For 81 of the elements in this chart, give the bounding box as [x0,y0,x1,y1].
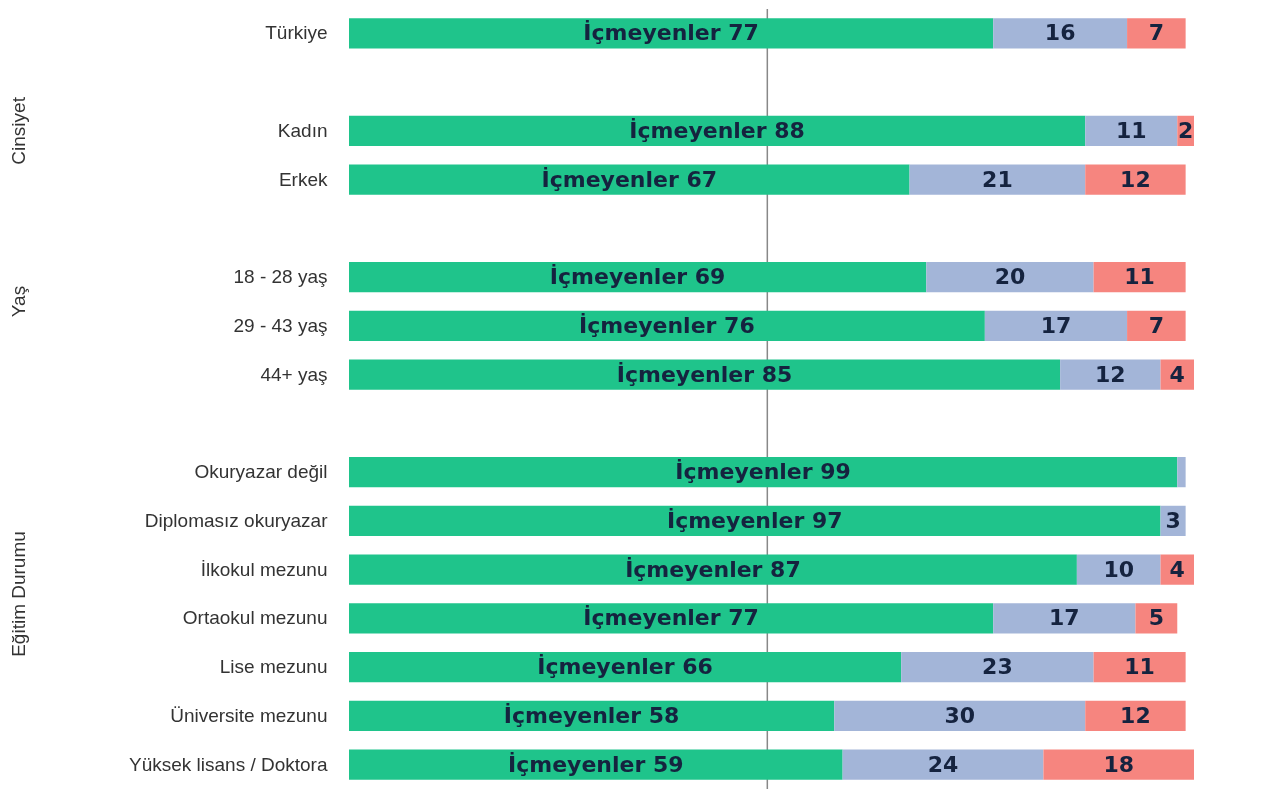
y-tick-label: Diplomasız okuryazar [144,509,329,531]
data-label: 21 [982,166,1013,192]
bar [1093,262,1186,293]
bar [1127,310,1186,341]
bar [349,164,910,195]
data-label: 7 [1148,312,1165,338]
bar [1085,115,1178,146]
data-label: 7 [1148,20,1165,46]
data-label: İçmeyenler 88 [629,117,805,143]
bar [1093,652,1186,683]
data-label: İçmeyenler 99 [675,459,851,485]
data-label: 23 [982,654,1013,680]
data-label: 12 [1120,702,1151,728]
text: Eğitim Durumu [8,531,29,657]
bar [349,18,994,49]
bar [1043,749,1194,780]
data-label: 11 [1115,117,1147,143]
data-label: 20 [994,264,1026,290]
bar [901,652,1094,683]
data-label: 11 [1124,264,1155,290]
bar [909,164,1086,195]
bar [349,310,985,341]
y-tick-label: Yüksek lisans / Doktora [128,753,328,775]
bar [349,652,902,683]
bar [1085,164,1186,195]
text: Cinsiyet [8,96,29,165]
text: Yaş [8,285,29,318]
data-label: 4 [1169,361,1185,387]
data-label: 12 [1120,166,1151,192]
data-label: 4 [1169,556,1185,582]
data-label: İçmeyenler 77 [583,20,759,46]
data-label: 17 [1049,605,1080,631]
data-label: 5 [1148,605,1165,631]
data-label: 17 [1040,312,1072,338]
bar [349,457,1178,488]
y-tick-label: Okuryazar değil [194,461,328,483]
y-tick-label: İlkokul mezunu [200,558,328,580]
data-label: 12 [1095,361,1126,387]
y-tick-label: Lise mezunu [219,656,328,678]
data-label: İçmeyenler 69 [549,264,726,290]
bar [1085,700,1186,731]
y-tick-label: 29 - 43 yaş [233,314,328,336]
y-tick-label: 18 - 28 yaş [233,266,328,288]
data-label: İçmeyenler 87 [625,556,801,582]
bar [993,603,1136,634]
data-label: İçmeyenler 85 [616,361,793,387]
data-label: 2 [1177,117,1194,143]
bar [1127,18,1186,49]
y-tick-label: 44+ yaş [260,363,328,385]
data-label: 30 [944,702,976,728]
bar [993,18,1128,49]
data-label: 18 [1103,751,1135,777]
bar [834,700,1086,731]
data-label: İçmeyenler 76 [579,312,755,338]
bar [1177,457,1186,488]
data-label: İçmeyenler 67 [541,166,718,192]
bar [349,359,1061,390]
data-label: 24 [927,751,959,777]
data-label: İçmeyenler 77 [583,605,759,631]
bar [349,115,1086,146]
data-label: 3 [1165,507,1181,533]
data-label: İçmeyenler 66 [537,654,713,680]
bar [1060,359,1161,390]
y-tick-label: Türkiye [265,22,328,44]
y-tick-label: Ortaokul mezunu [182,607,328,629]
bar [842,749,1044,780]
data-label: İçmeyenler 97 [666,507,843,533]
y-tick-label: Erkek [278,168,328,190]
y-tick-label: Kadın [277,119,328,141]
bar [349,603,994,634]
bar [349,262,927,293]
data-label: 10 [1103,556,1135,582]
data-label: 11 [1124,654,1155,680]
data-label: İçmeyenler 58 [503,702,680,728]
bar [984,310,1128,341]
data-label: İçmeyenler 59 [508,751,684,777]
y-tick-label: Üniversite mezunu [170,704,328,726]
data-label: 16 [1044,20,1076,46]
bar [926,262,1094,293]
bar [349,554,1077,585]
bar [349,505,1161,536]
